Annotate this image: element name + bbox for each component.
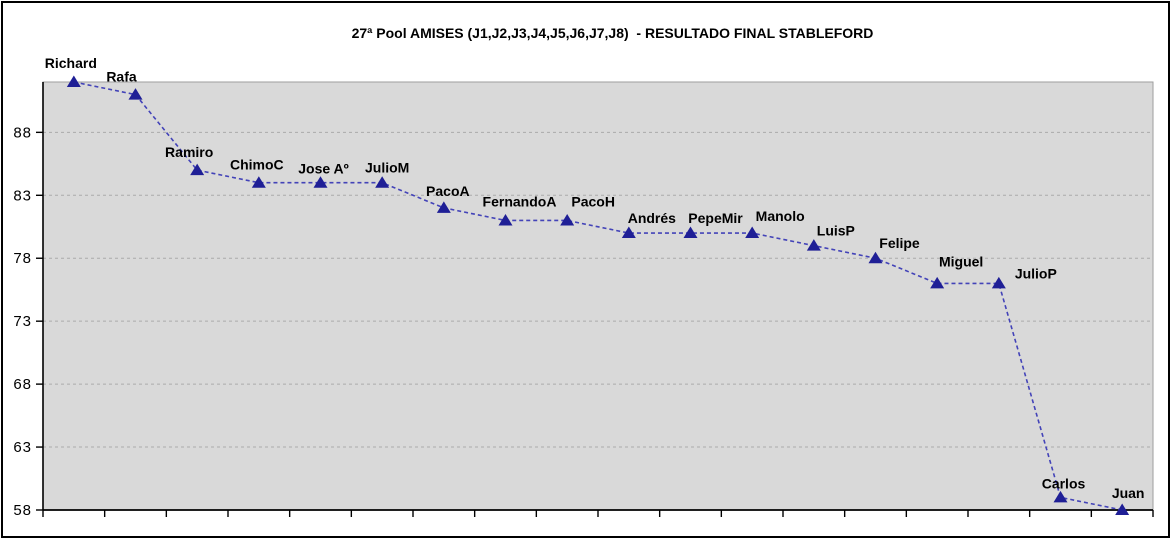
data-point-label: Jose Aº: [298, 161, 349, 177]
data-point-label: LuisP: [817, 223, 855, 239]
chart-title: 27ª Pool AMISES (J1,J2,J3,J4,J5,J6,J7,J8…: [351, 25, 874, 41]
data-point-label: Carlos: [1042, 475, 1086, 491]
data-point-marker: [375, 176, 390, 188]
y-axis-tick-label: 88: [13, 124, 32, 141]
data-point-marker: [1115, 503, 1130, 515]
y-axis-tick-label: 58: [13, 502, 32, 519]
data-point-marker: [128, 88, 143, 100]
data-point-marker: [930, 276, 945, 289]
data-point-label: Rafa: [106, 69, 137, 85]
data-point-marker: [621, 226, 636, 239]
data-point-marker: [991, 276, 1006, 289]
y-axis-tick-label: 83: [13, 187, 32, 204]
data-point-marker: [66, 75, 81, 87]
data-point-label: JulioP: [1015, 265, 1057, 281]
data-point-label: Felipe: [879, 235, 920, 251]
data-point-marker: [313, 176, 328, 188]
data-point-label: Manolo: [756, 208, 805, 224]
data-point-marker: [436, 201, 451, 213]
data-point-label: Miguel: [939, 253, 983, 269]
data-point-marker: [683, 226, 698, 239]
y-axis-tick-label: 68: [13, 376, 32, 393]
data-point-label: PepeMir: [688, 210, 743, 226]
y-axis-tick-label: 63: [13, 439, 32, 456]
data-point-marker: [251, 176, 266, 188]
plot-area: [42, 81, 1154, 511]
data-point-marker: [745, 226, 760, 239]
data-point-marker: [560, 213, 575, 226]
data-point-label: JulioM: [365, 160, 409, 176]
data-point-label: PacoH: [571, 193, 615, 209]
data-point-label: FernandoA: [483, 193, 557, 209]
y-axis-tick-label: 78: [13, 250, 32, 267]
data-point-marker: [190, 163, 205, 176]
data-point-marker: [498, 213, 513, 226]
series-line: [73, 81, 1123, 511]
data-point-label: Andrés: [628, 210, 676, 226]
data-point-label: Richard: [45, 55, 97, 71]
data-point-label: Ramiro: [165, 144, 213, 160]
data-point-label: ChimoC: [230, 157, 284, 173]
data-point-marker: [806, 239, 821, 251]
data-point-marker: [868, 251, 883, 264]
data-point-marker: [1053, 490, 1068, 503]
y-axis-tick-label: 73: [13, 313, 32, 330]
data-point-label: PacoA: [426, 183, 470, 199]
data-point-label: Juan: [1112, 485, 1145, 501]
